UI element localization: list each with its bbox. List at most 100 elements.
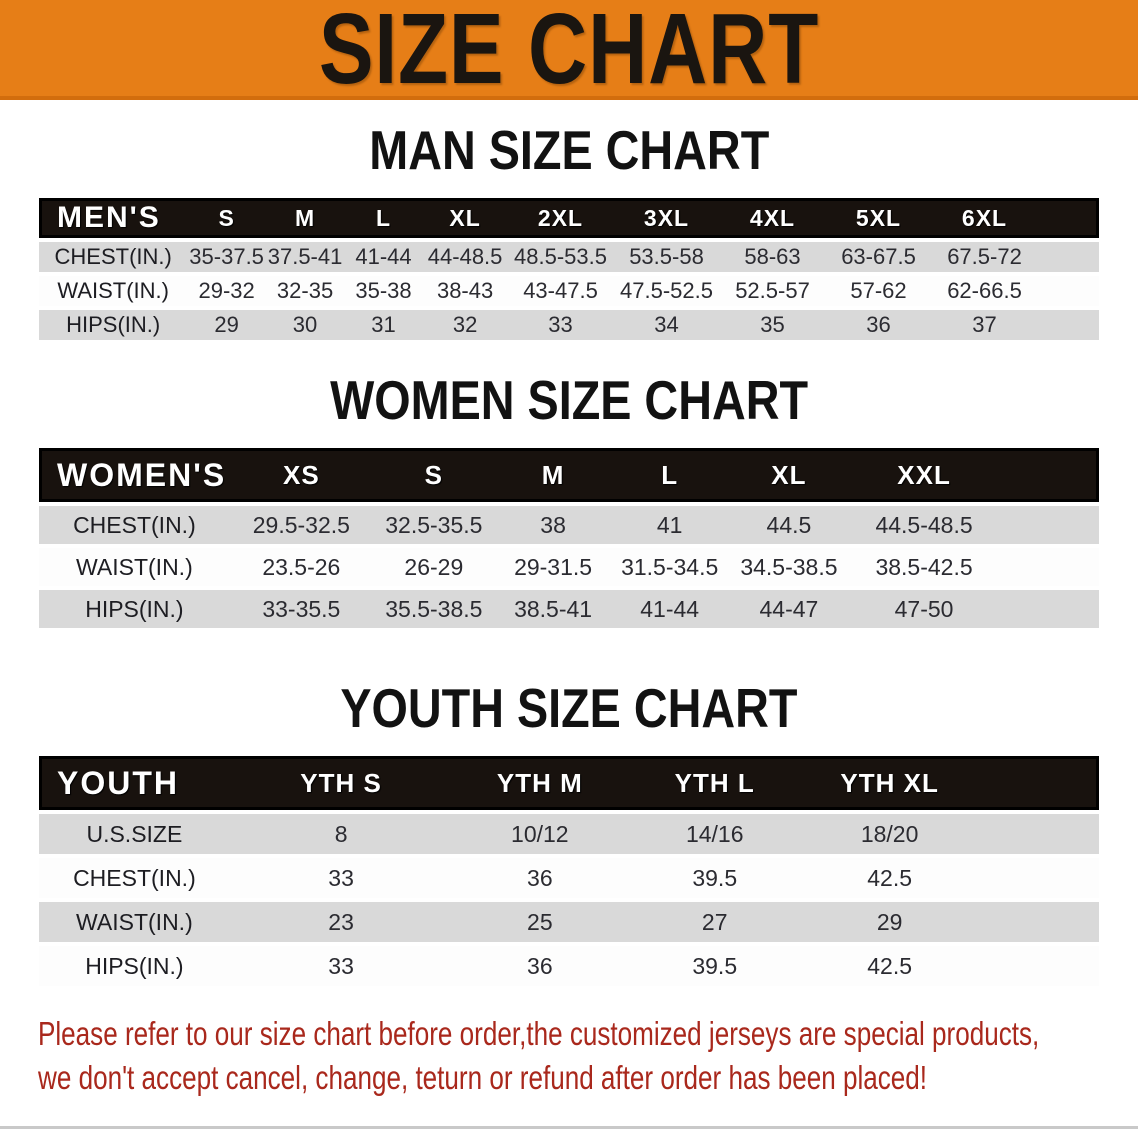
cell-value: 26-29: [372, 548, 495, 586]
women-section-heading: WOMEN SIZE CHART: [0, 369, 1138, 431]
cell-value: 35-37.5: [187, 242, 266, 272]
spacer-cell: [998, 448, 1099, 502]
cell-value: 35-38: [344, 276, 423, 306]
table-row: U.S.SIZE 8 10/12 14/16 18/20: [39, 814, 1099, 854]
spacer-cell: [977, 858, 1099, 898]
cell-value: 41-44: [344, 242, 423, 272]
cell-value: 29-31.5: [494, 548, 612, 586]
cell-value: 31: [344, 310, 423, 340]
table-row: HIPS(IN.) 33 36 39.5 42.5: [39, 946, 1099, 986]
women-table-header-row: WOMEN'S XS S M L XL XXL: [39, 448, 1099, 502]
col-header: YTH L: [627, 756, 803, 810]
table-row: HIPS(IN.) 33-35.5 35.5-38.5 38.5-41 41-4…: [39, 590, 1099, 628]
cell-value: 34.5-38.5: [727, 548, 850, 586]
col-header: YTH XL: [802, 756, 978, 810]
cell-value: 23: [229, 902, 453, 942]
cell-value: 39.5: [627, 858, 803, 898]
cell-value: 38-43: [422, 276, 508, 306]
table-row: CHEST(IN.) 33 36 39.5 42.5: [39, 858, 1099, 898]
spacer-cell: [1037, 242, 1099, 272]
table-row: HIPS(IN.) 29 30 31 32 33 34 35 36 37: [39, 310, 1099, 340]
cell-value: 37.5-41: [265, 242, 345, 272]
col-header: L: [344, 198, 423, 238]
cell-value: 47.5-52.5: [613, 276, 720, 306]
col-header: 3XL: [613, 198, 720, 238]
col-header: 4XL: [719, 198, 826, 238]
table-row: CHEST(IN.) 35-37.5 37.5-41 41-44 44-48.5…: [39, 242, 1099, 272]
cell-value: 33: [229, 858, 453, 898]
row-label: CHEST(IN.): [39, 242, 188, 272]
men-table-header-row: MEN'S S M L XL 2XL 3XL 4XL 5XL 6XL: [39, 198, 1099, 238]
disclaimer-line-1: Please refer to our size chart before or…: [38, 1015, 1040, 1052]
cell-value: 14/16: [627, 814, 803, 854]
cell-value: 42.5: [802, 946, 978, 986]
banner: SIZE CHART: [0, 0, 1138, 100]
women-section-heading-text: WOMEN SIZE CHART: [330, 369, 808, 431]
col-header: M: [494, 448, 612, 502]
col-header: 6XL: [931, 198, 1038, 238]
table-row: CHEST(IN.) 29.5-32.5 32.5-35.5 38 41 44.…: [39, 506, 1099, 544]
row-label: WAIST(IN.): [39, 276, 188, 306]
men-corner-label: MEN'S: [39, 198, 188, 238]
cell-value: 44-48.5: [422, 242, 508, 272]
col-header: S: [187, 198, 266, 238]
cell-value: 25: [452, 902, 628, 942]
cell-value: 63-67.5: [825, 242, 932, 272]
cell-value: 67.5-72: [931, 242, 1038, 272]
cell-value: 34: [613, 310, 720, 340]
table-row: WAIST(IN.) 29-32 32-35 35-38 38-43 43-47…: [39, 276, 1099, 306]
youth-section-heading: YOUTH SIZE CHART: [0, 677, 1138, 739]
cell-value: 23.5-26: [229, 548, 373, 586]
table-row: WAIST(IN.) 23.5-26 26-29 29-31.5 31.5-34…: [39, 548, 1099, 586]
spacer-cell: [977, 756, 1099, 810]
row-label: HIPS(IN.): [39, 310, 188, 340]
youth-table-header-row: YOUTH YTH S YTH M YTH L YTH XL: [39, 756, 1099, 810]
spacer-cell: [998, 548, 1099, 586]
spacer-cell: [1037, 276, 1099, 306]
women-size-table: WOMEN'S XS S M L XL XXL CHEST(IN.) 29.5-…: [39, 444, 1099, 632]
row-label: U.S.SIZE: [39, 814, 230, 854]
cell-value: 33: [229, 946, 453, 986]
col-header: S: [372, 448, 495, 502]
cell-value: 29.5-32.5: [229, 506, 373, 544]
cell-value: 36: [452, 858, 628, 898]
spacer-cell: [1037, 310, 1099, 340]
cell-value: 44-47: [727, 590, 850, 628]
bottom-divider: [0, 1126, 1138, 1129]
cell-value: 58-63: [719, 242, 826, 272]
cell-value: 32: [422, 310, 508, 340]
col-header: 2XL: [507, 198, 614, 238]
cell-value: 32-35: [265, 276, 345, 306]
cell-value: 27: [627, 902, 803, 942]
women-corner-label: WOMEN'S: [39, 448, 230, 502]
spacer-cell: [1037, 198, 1099, 238]
cell-value: 62-66.5: [931, 276, 1038, 306]
disclaimer-line-2: we don't accept cancel, change, teturn o…: [38, 1059, 928, 1096]
youth-section-heading-text: YOUTH SIZE CHART: [340, 677, 798, 739]
cell-value: 35: [719, 310, 826, 340]
cell-value: 36: [452, 946, 628, 986]
spacer-cell: [977, 946, 1099, 986]
col-header: M: [265, 198, 345, 238]
cell-value: 33-35.5: [229, 590, 373, 628]
col-header: YTH S: [229, 756, 453, 810]
cell-value: 41-44: [611, 590, 728, 628]
youth-corner-label: YOUTH: [39, 756, 230, 810]
cell-value: 38.5-41: [494, 590, 612, 628]
row-label: WAIST(IN.): [39, 548, 230, 586]
cell-value: 8: [229, 814, 453, 854]
cell-value: 44.5-48.5: [849, 506, 999, 544]
youth-size-table: YOUTH YTH S YTH M YTH L YTH XL U.S.SIZE …: [39, 752, 1099, 990]
cell-value: 29: [187, 310, 266, 340]
page-title: SIZE CHART: [318, 0, 820, 100]
spacer-cell: [998, 590, 1099, 628]
disclaimer-note: Please refer to our size chart before or…: [38, 1012, 1138, 1100]
col-header: YTH M: [452, 756, 628, 810]
men-section-heading-text: MAN SIZE CHART: [369, 119, 769, 181]
row-label: HIPS(IN.): [39, 590, 230, 628]
row-label: CHEST(IN.): [39, 858, 230, 898]
cell-value: 52.5-57: [719, 276, 826, 306]
col-header: XL: [727, 448, 850, 502]
men-size-table: MEN'S S M L XL 2XL 3XL 4XL 5XL 6XL CHEST…: [39, 194, 1099, 344]
cell-value: 43-47.5: [507, 276, 614, 306]
